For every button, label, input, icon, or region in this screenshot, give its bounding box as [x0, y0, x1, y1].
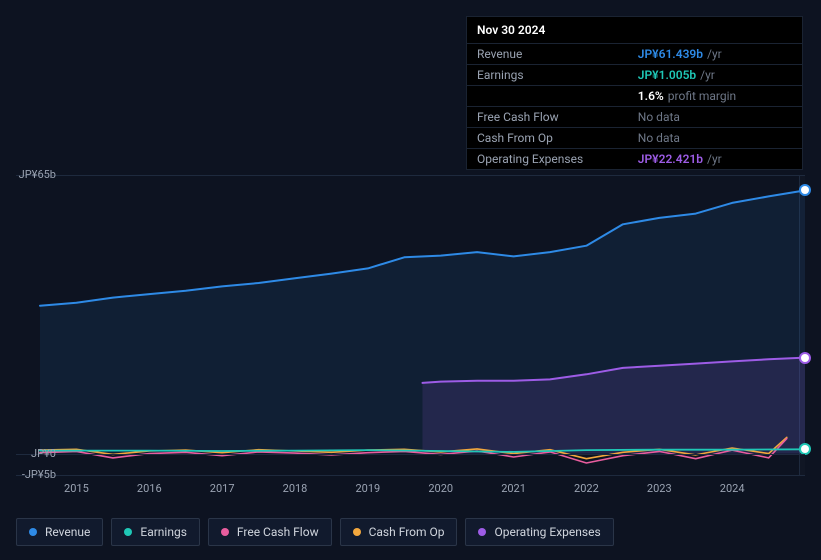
x-axis-tick: 2024 — [720, 482, 745, 495]
x-axis-tick: 2016 — [137, 482, 162, 495]
legend-label: Operating Expenses — [494, 525, 600, 539]
tooltip-row: Cash From OpNo data — [467, 128, 802, 149]
tooltip-value: JP¥61.439b/yr — [628, 44, 802, 65]
legend: Revenue Earnings Free Cash Flow Cash From O… — [16, 518, 614, 546]
x-axis-tick: 2022 — [574, 482, 599, 495]
tooltip-value: JP¥22.421b/yr — [628, 149, 802, 170]
tooltip-table: RevenueJP¥61.439b/yrEarningsJP¥1.005b/yr… — [467, 44, 802, 169]
legend-label: Free Cash Flow — [237, 525, 319, 539]
tooltip-value: JP¥1.005b/yr — [628, 65, 802, 86]
tooltip-row: Free Cash FlowNo data — [467, 107, 802, 128]
tooltip-label: Earnings — [467, 65, 628, 86]
legend-item-cfo[interactable]: Cash From Op — [340, 518, 458, 546]
legend-swatch — [478, 528, 486, 536]
data-marker — [801, 445, 809, 453]
tooltip-label: Free Cash Flow — [467, 107, 628, 128]
tooltip-row: Operating ExpensesJP¥22.421b/yr — [467, 149, 802, 170]
y-axis-label: JP¥65b — [19, 168, 56, 181]
data-marker — [801, 354, 809, 362]
gridline — [16, 454, 805, 455]
y-axis-label: JP¥0 — [31, 447, 56, 460]
tooltip-label: Cash From Op — [467, 128, 628, 149]
tooltip-value: No data — [628, 107, 802, 128]
chart-area[interactable] — [16, 175, 805, 475]
chart-svg — [40, 175, 805, 475]
tooltip-row: RevenueJP¥61.439b/yr — [467, 44, 802, 65]
legend-label: Earnings — [140, 525, 187, 539]
tooltip-date: Nov 30 2024 — [467, 17, 802, 44]
legend-label: Revenue — [45, 525, 90, 539]
x-axis-tick: 2015 — [64, 482, 89, 495]
legend-swatch — [353, 528, 361, 536]
tooltip-label — [467, 86, 628, 107]
data-marker — [801, 186, 809, 194]
legend-item-revenue[interactable]: Revenue — [16, 518, 103, 546]
tooltip-value: 1.6%profit margin — [628, 86, 802, 107]
tooltip-label: Revenue — [467, 44, 628, 65]
legend-swatch — [221, 528, 229, 536]
x-axis-tick: 2020 — [428, 482, 453, 495]
x-axis-tick: 2019 — [355, 482, 380, 495]
y-axis-label: -JP¥5b — [22, 468, 56, 481]
x-axis-tick: 2018 — [283, 482, 308, 495]
legend-swatch — [124, 528, 132, 536]
tooltip-row: 1.6%profit margin — [467, 86, 802, 107]
gridline — [16, 175, 805, 176]
tooltip-row: EarningsJP¥1.005b/yr — [467, 65, 802, 86]
x-axis-tick: 2021 — [501, 482, 526, 495]
data-tooltip: Nov 30 2024 RevenueJP¥61.439b/yrEarnings… — [466, 16, 803, 170]
gridline — [16, 475, 805, 476]
legend-item-earnings[interactable]: Earnings — [111, 518, 200, 546]
legend-item-opex[interactable]: Operating Expenses — [465, 518, 613, 546]
tooltip-label: Operating Expenses — [467, 149, 628, 170]
tooltip-value: No data — [628, 128, 802, 149]
legend-item-fcf[interactable]: Free Cash Flow — [208, 518, 332, 546]
x-axis-tick: 2017 — [210, 482, 235, 495]
legend-label: Cash From Op — [369, 525, 445, 539]
x-axis-tick: 2023 — [647, 482, 672, 495]
legend-swatch — [29, 528, 37, 536]
x-axis: 2015 2016 2017 2018 2019 2020 2021 2022 2023 2024 — [40, 482, 805, 502]
